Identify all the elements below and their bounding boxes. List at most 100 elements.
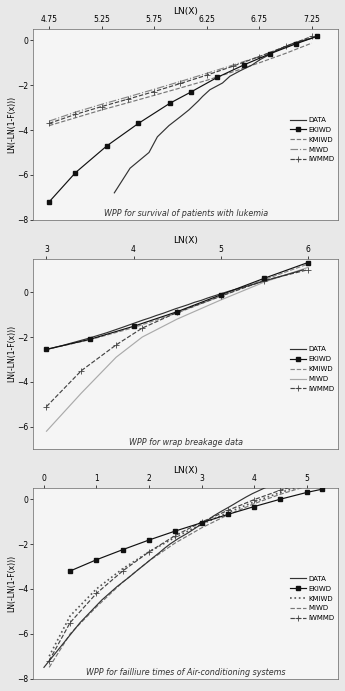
EKIWD [147,536,151,545]
EKIWD [315,32,319,41]
EKIWD [306,258,310,267]
DATA [227,287,231,295]
DATA [196,522,200,530]
DATA [186,301,190,309]
EKIWD [252,502,256,511]
IWMMD [262,276,266,285]
DATA [45,346,49,354]
IWMMD [252,495,256,504]
DATA [176,534,180,542]
DATA [187,106,191,114]
DATA [112,189,116,197]
IWMMD [45,402,49,410]
KMIWD [278,489,282,497]
DATA [219,290,224,298]
DATA [284,42,288,50]
DATA [220,79,225,87]
DATA [264,276,268,285]
DATA [281,272,285,280]
IWMMD [178,79,183,88]
KMIWD [262,276,266,284]
IWMMD [305,478,309,486]
DATA [236,285,240,293]
DATA [168,540,172,548]
KMIWD [199,520,204,529]
DATA [120,323,124,332]
KMIWD [121,565,125,573]
Line: EKIWD: EKIWD [45,261,309,351]
EKIWD [95,556,99,564]
MIWD [95,603,99,611]
KMIWD [305,480,309,489]
DATA [173,305,177,313]
KMIWD [320,477,324,486]
KMIWD [68,612,72,620]
IWMMD [68,618,72,627]
DATA [148,314,152,322]
KMIWD [95,585,99,593]
IWMMD [199,518,204,527]
IWMMD [231,62,235,70]
MIWD [178,77,183,86]
KMIWD [45,346,49,354]
Legend: DATA, EKIWD, KMIWD, MIWD, IWMMD: DATA, EKIWD, KMIWD, MIWD, IWMMD [288,573,337,624]
IWMMD [121,567,125,575]
DATA [205,294,209,302]
EKIWD [262,274,266,283]
DATA [193,299,197,307]
DATA [293,475,297,484]
IWMMD [73,111,78,119]
DATA [207,515,211,524]
MIWD [284,43,288,51]
IWMMD [95,589,99,598]
Y-axis label: LN(-LN(1-F(x))): LN(-LN(1-F(x))) [7,555,16,612]
KMIWD [147,548,151,556]
X-axis label: LN(X): LN(X) [173,7,198,16]
DATA [285,477,289,486]
DATA [180,303,184,311]
MIWD [231,61,235,69]
DATA [250,61,254,69]
DATA [238,66,243,75]
Line: IWMMD: IWMMD [44,267,310,409]
Line: KMIWD: KMIWD [49,43,312,126]
EKIWD [175,307,179,316]
Line: MIWD: MIWD [47,267,308,431]
IWMMD [257,53,262,61]
IWMMD [278,486,282,494]
IWMMD [114,341,118,349]
DATA [127,321,131,329]
DATA [200,93,205,101]
Line: IWMMD: IWMMD [47,477,325,663]
Y-axis label: LN(-LN(1-F(x))): LN(-LN(1-F(x))) [7,96,16,153]
MIWD [306,263,310,272]
KMIWD [218,292,223,301]
IWMMD [79,366,83,375]
IWMMD [310,32,314,41]
MIWD [310,34,314,42]
EKIWD [68,567,72,575]
DATA [201,518,206,527]
MIWD [114,353,118,361]
MIWD [226,511,230,519]
MIWD [199,524,204,532]
KMIWD [310,39,314,47]
IWMMD [147,548,151,556]
DATA [134,319,138,327]
DATA [105,329,109,337]
DATA [161,309,165,317]
Line: MIWD: MIWD [49,38,312,121]
Legend: DATA, EKIWD, KMIWD, MIWD, IWMMD: DATA, EKIWD, KMIWD, MIWD, IWMMD [288,343,337,395]
DATA [95,332,99,340]
DATA [78,618,82,627]
MIWD [205,69,209,77]
Line: DATA: DATA [47,269,303,350]
KMIWD [88,336,92,344]
KMIWD [73,113,78,122]
KMIWD [131,323,136,332]
DATA [263,484,267,492]
Line: DATA: DATA [44,477,311,668]
DATA [219,507,223,515]
DATA [190,526,195,534]
EKIWD [294,39,298,48]
